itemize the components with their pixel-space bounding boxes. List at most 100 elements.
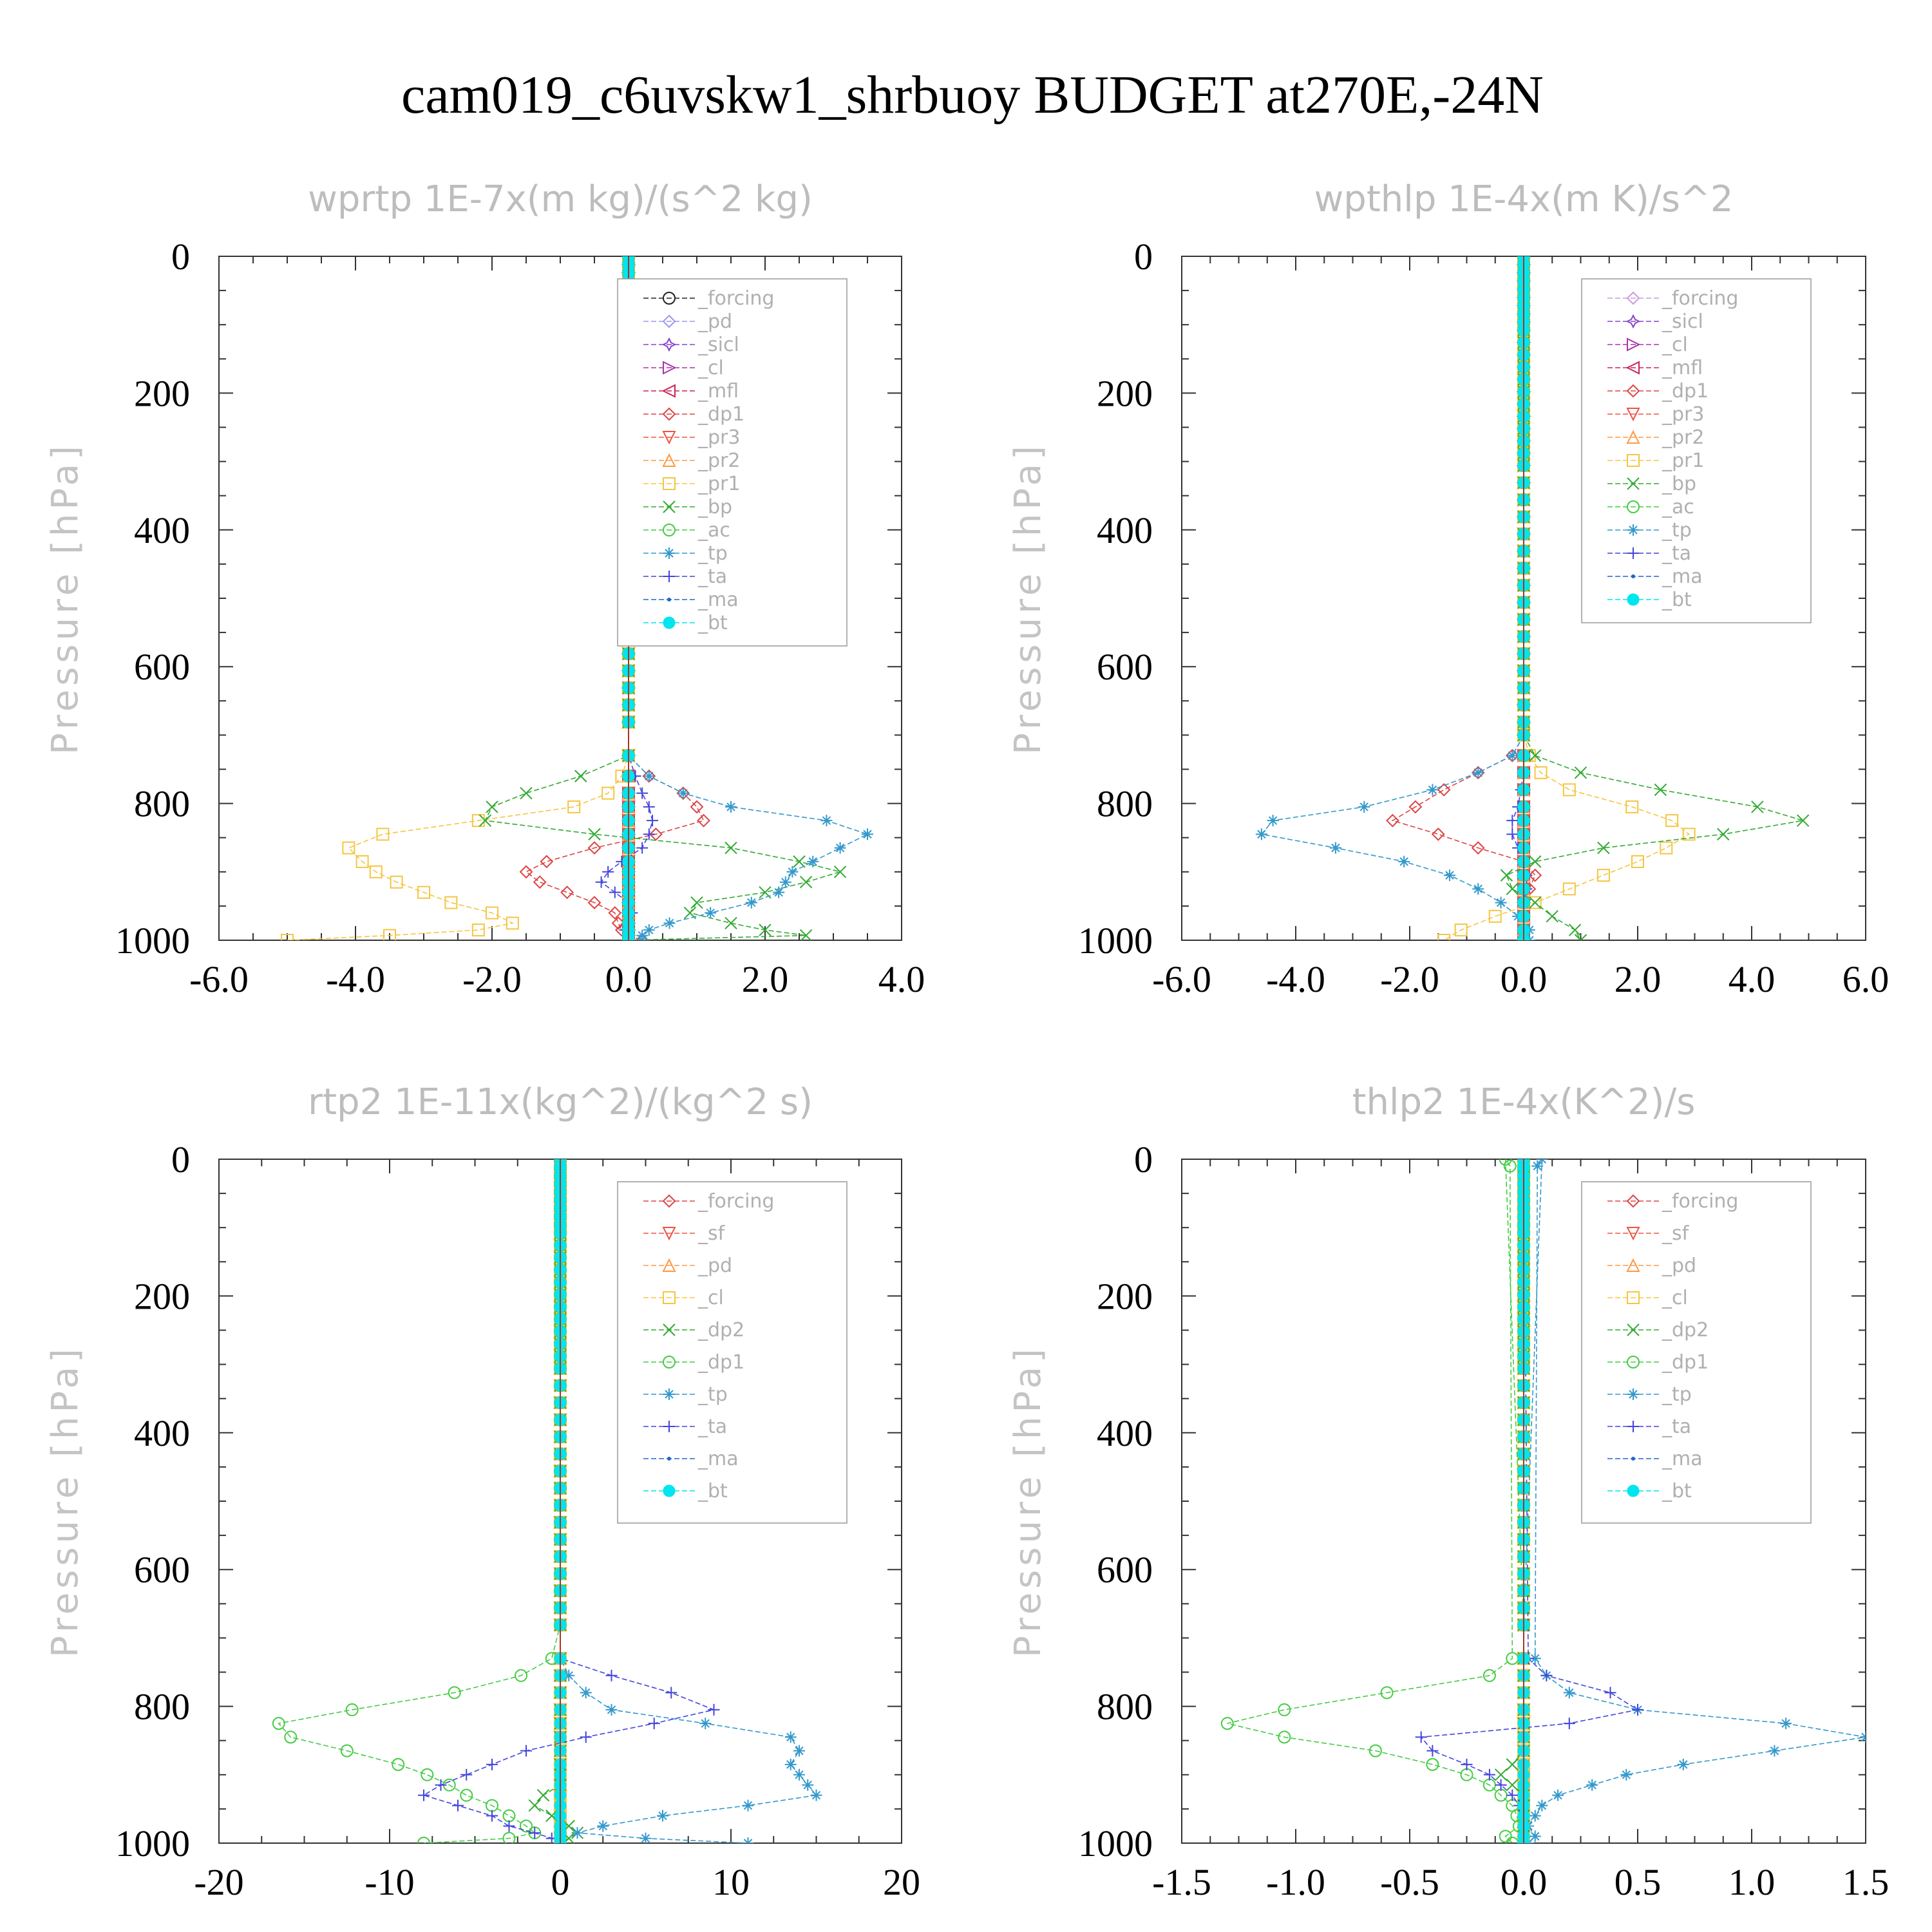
legend-marker	[663, 616, 676, 629]
series-line-dp1	[1227, 1159, 1524, 1843]
legend-marker	[662, 1227, 676, 1241]
data-point	[1267, 815, 1279, 827]
data-point	[833, 866, 847, 878]
data-point	[1506, 1789, 1519, 1801]
data-point	[1398, 855, 1410, 867]
data-point	[1471, 841, 1485, 855]
x-tick-label: 1.0	[1728, 1861, 1776, 1903]
data-point	[810, 1789, 822, 1801]
data-point	[417, 886, 430, 899]
legend	[617, 278, 848, 647]
data-point	[1631, 855, 1644, 868]
legend-label: _pr2	[1662, 426, 1704, 449]
legend-marker	[1626, 1258, 1640, 1272]
x-tick-label: 0.5	[1615, 1861, 1662, 1903]
data-point	[1562, 882, 1576, 896]
data-point	[635, 933, 649, 940]
data-point	[1495, 1779, 1507, 1791]
x-tick-label: 10	[712, 1861, 750, 1903]
data-point	[649, 827, 663, 841]
legend-marker	[1627, 1356, 1640, 1368]
legend-entry-ma: _ma	[643, 1448, 739, 1470]
y-tick-label: 800	[134, 783, 190, 825]
legend-label: _tp	[697, 542, 728, 565]
data-point	[417, 1837, 430, 1843]
data-point	[1408, 800, 1423, 814]
legend-label: _forcing	[697, 1190, 774, 1213]
x-tick-label: -10	[365, 1861, 414, 1903]
data-point	[1278, 1730, 1291, 1744]
data-point	[587, 841, 601, 855]
data-point	[533, 875, 547, 889]
x-tick-label: 0.0	[1501, 1861, 1548, 1903]
legend-marker	[1627, 1388, 1639, 1400]
legend-marker	[1627, 337, 1641, 352]
legend-marker	[663, 1356, 676, 1368]
legend-label: _ta	[1662, 542, 1691, 565]
data-point	[444, 896, 458, 909]
data-point	[773, 886, 785, 898]
chart-panel-4: thlp2 1E-4x(K^2)/s Pressure [hPa] 0 200 400 6…	[1007, 1081, 1889, 1903]
data-point	[506, 916, 519, 930]
data-point	[820, 815, 833, 827]
data-point	[560, 886, 574, 900]
legend-entry-dp2: _dp2	[643, 1319, 744, 1341]
data-point	[1503, 1159, 1517, 1173]
legend-marker	[663, 500, 676, 513]
legend-label: _forcing	[1662, 1190, 1738, 1213]
data-point	[1568, 923, 1582, 936]
legend-marker	[667, 598, 671, 601]
data-point	[1278, 1703, 1291, 1716]
data-point	[609, 886, 621, 898]
data-point	[601, 786, 615, 800]
data-point	[862, 828, 873, 840]
legend-label: _pd	[697, 1255, 732, 1277]
x-tick-label: 20	[883, 1861, 920, 1903]
legend-label: _pr3	[697, 426, 740, 449]
data-point	[340, 1744, 354, 1757]
data-point	[421, 1768, 434, 1781]
data-point	[665, 1687, 677, 1699]
y-tick-label: 800	[134, 1686, 190, 1728]
legend-entry-cl: _cl	[1607, 334, 1688, 356]
series-line-dp1	[278, 1159, 561, 1843]
legend-entry-dp2: _dp2	[1607, 1319, 1709, 1341]
data-point	[1461, 1758, 1473, 1770]
legend-marker	[662, 1194, 676, 1208]
legend-entry-ma: _ma	[643, 589, 739, 611]
data-point	[1472, 883, 1484, 895]
y-tick-label: 200	[1097, 372, 1153, 414]
legend-entry-ta: _ta	[1607, 1416, 1691, 1438]
legend-marker	[663, 1323, 676, 1336]
legend-entry-tp: _tp	[643, 542, 728, 565]
data-point	[1506, 1758, 1519, 1771]
data-point	[1586, 1779, 1598, 1791]
data-point	[486, 1758, 498, 1770]
data-point	[647, 815, 659, 827]
legend-label: _cl	[697, 1287, 724, 1309]
data-point	[786, 866, 799, 878]
legend-marker	[1626, 384, 1640, 398]
data-point	[639, 1832, 652, 1843]
data-point	[369, 865, 383, 878]
data-point	[1358, 800, 1370, 813]
legend-marker	[1626, 291, 1640, 305]
data-point	[284, 1730, 298, 1744]
data-point	[1562, 783, 1576, 797]
data-point	[834, 842, 846, 854]
data-point	[745, 896, 757, 909]
legend-entry-ta: _ta	[1607, 542, 1691, 565]
data-point	[1454, 923, 1468, 937]
data-point	[1494, 1768, 1508, 1781]
data-point	[502, 1832, 516, 1843]
legend-label: _pd	[697, 310, 732, 333]
data-point	[1482, 1669, 1496, 1682]
data-point	[793, 1745, 805, 1757]
data-point	[1499, 1830, 1512, 1843]
legend-marker	[663, 292, 676, 305]
legend-label: _bp	[1662, 473, 1696, 495]
chart-panel-2: wpthlp 1E-4x(m K)/s^2 Pressure [hPa] 0 200 4…	[1007, 178, 1889, 1000]
legend-entry-bt: _bt	[1607, 589, 1692, 611]
legend-entry-cl: _cl	[643, 1287, 724, 1309]
data-point	[1574, 934, 1587, 940]
